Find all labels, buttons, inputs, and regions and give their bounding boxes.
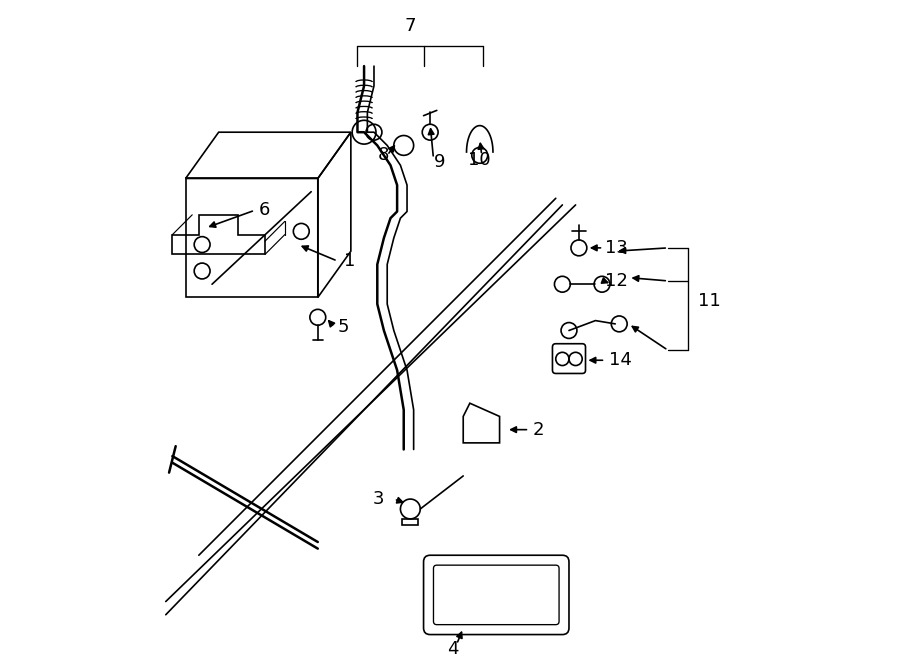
Text: 12: 12 xyxy=(606,272,628,290)
Text: 2: 2 xyxy=(533,420,544,439)
Text: 13: 13 xyxy=(606,239,628,257)
Text: 1: 1 xyxy=(344,252,356,270)
Text: 7: 7 xyxy=(405,17,416,36)
Text: 11: 11 xyxy=(698,292,721,310)
Text: 5: 5 xyxy=(338,318,349,336)
Text: 10: 10 xyxy=(468,151,491,169)
Text: 8: 8 xyxy=(377,146,389,165)
Text: 6: 6 xyxy=(258,201,270,219)
Text: 9: 9 xyxy=(434,153,445,171)
Text: 4: 4 xyxy=(447,640,459,658)
Text: 3: 3 xyxy=(373,490,384,508)
Text: 14: 14 xyxy=(608,351,632,369)
